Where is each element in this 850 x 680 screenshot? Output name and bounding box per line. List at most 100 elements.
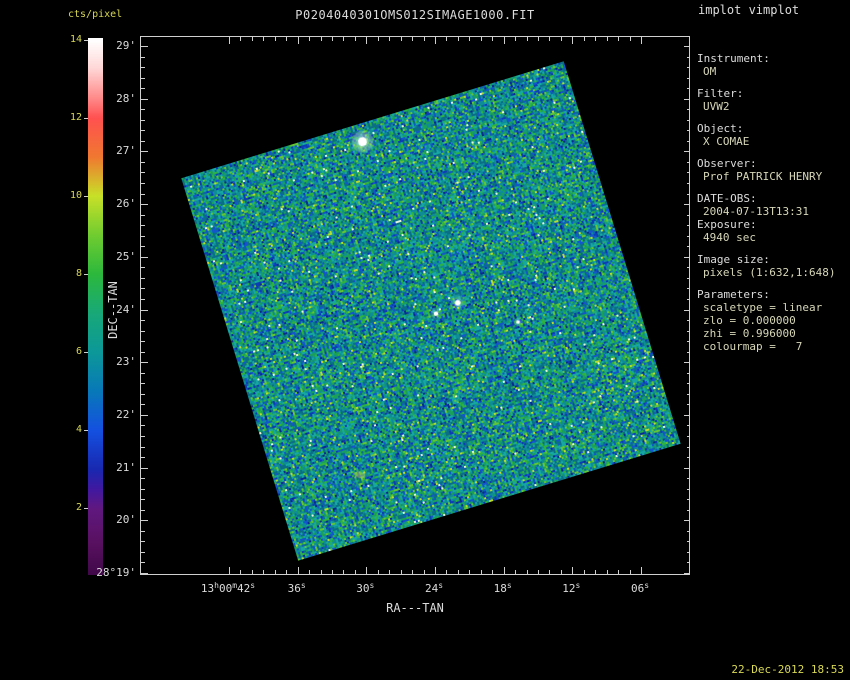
- info-field-label: Image size:: [697, 253, 770, 266]
- x-minor-tick: [412, 37, 414, 41]
- y-tick-mark: [141, 151, 148, 153]
- y-minor-tick: [141, 130, 145, 132]
- spacer: [697, 78, 849, 87]
- x-minor-tick: [332, 37, 333, 41]
- x-tick-mark: [572, 37, 574, 44]
- info-field-label: Object:: [697, 122, 744, 135]
- x-tick-label: 12s: [562, 581, 581, 595]
- y-tick-mark: [141, 362, 148, 364]
- y-minor-tick: [687, 277, 689, 279]
- y-tick-label: 21': [116, 460, 136, 474]
- y-minor-tick: [687, 267, 689, 269]
- y-minor-tick: [141, 562, 145, 564]
- y-minor-tick: [687, 288, 689, 290]
- y-minor-tick: [687, 351, 689, 353]
- parameters-heading: Parameters:: [697, 288, 770, 301]
- x-minor-tick: [469, 37, 471, 41]
- y-tick-mark: [684, 414, 689, 416]
- colorbar-tick-label: 4: [75, 424, 82, 435]
- y-tick-mark: [684, 151, 689, 153]
- y-minor-tick: [687, 499, 689, 501]
- x-minor-tick: [309, 570, 311, 574]
- y-minor-tick: [141, 277, 145, 279]
- info-field-label: Exposure:: [697, 218, 757, 231]
- x-minor-tick: [457, 37, 459, 41]
- y-minor-tick: [141, 77, 145, 79]
- plot-title: P0204040301OMS012SIMAGE1000.FIT: [295, 8, 535, 22]
- x-minor-tick: [343, 570, 345, 574]
- x-minor-tick: [595, 37, 597, 41]
- x-minor-tick: [309, 37, 311, 41]
- x-minor-tick: [423, 37, 425, 41]
- x-minor-tick: [263, 37, 265, 41]
- info-field-label: DATE-OBS:: [697, 192, 757, 205]
- y-minor-tick: [141, 425, 145, 427]
- y-tick-mark: [141, 414, 148, 416]
- spacer: [697, 279, 849, 288]
- y-tick-mark: [684, 362, 689, 364]
- y-tick-mark: [141, 46, 148, 47]
- x-minor-tick: [286, 37, 288, 41]
- x-minor-tick: [480, 570, 482, 574]
- y-minor-tick: [141, 435, 145, 437]
- spacer: [697, 183, 849, 192]
- x-minor-tick: [629, 37, 631, 41]
- colorbar-tick-mark: [84, 196, 88, 197]
- x-minor-tick: [538, 37, 539, 41]
- colorbar-tick-label: 2: [75, 502, 82, 513]
- y-minor-tick: [687, 56, 689, 58]
- x-tick-mark: [366, 37, 368, 44]
- x-tick-mark: [366, 567, 368, 574]
- x-minor-tick: [446, 570, 448, 574]
- x-minor-tick: [354, 37, 356, 41]
- sky-image[interactable]: [181, 61, 681, 561]
- x-minor-tick: [515, 570, 517, 574]
- x-minor-tick: [240, 570, 242, 574]
- y-minor-tick: [141, 109, 145, 111]
- y-tick-mark: [141, 467, 148, 469]
- y-tick-mark: [141, 520, 148, 522]
- colorbar-tick-mark: [84, 508, 88, 509]
- y-tick-mark: [141, 98, 148, 100]
- y-tick-mark: [684, 204, 689, 206]
- y-minor-tick: [141, 551, 145, 553]
- info-panel: Instrument: OM Filter: UVW2 Object: X COMAE Ob…: [697, 52, 849, 353]
- x-minor-tick: [240, 37, 242, 41]
- x-minor-tick: [606, 37, 608, 41]
- x-minor-tick: [583, 570, 585, 574]
- y-minor-tick: [687, 320, 689, 322]
- y-minor-tick: [687, 119, 689, 121]
- x-minor-tick: [469, 570, 471, 574]
- y-tick-mark: [141, 309, 148, 311]
- y-tick-mark: [684, 309, 689, 311]
- x-tick-label: 36s: [287, 581, 306, 595]
- y-minor-tick: [141, 183, 145, 185]
- y-minor-tick: [141, 330, 145, 332]
- x-tick-mark: [229, 567, 230, 574]
- colorbar-tick-mark: [84, 40, 88, 41]
- x-tick-mark: [435, 37, 436, 44]
- y-minor-tick: [141, 288, 145, 290]
- y-minor-tick: [141, 446, 145, 448]
- y-minor-tick: [141, 457, 145, 459]
- info-field-value: OM: [703, 65, 717, 78]
- y-minor-tick: [687, 478, 689, 480]
- x-tick-mark: [435, 567, 436, 574]
- x-tick-mark: [503, 567, 505, 574]
- x-tick-mark: [503, 37, 505, 44]
- x-minor-tick: [354, 570, 356, 574]
- y-tick-label: 24': [116, 302, 136, 316]
- x-minor-tick: [423, 570, 425, 574]
- x-minor-tick: [515, 37, 517, 41]
- y-minor-tick: [141, 172, 145, 174]
- y-minor-tick: [687, 235, 689, 237]
- info-field-label: Filter:: [697, 87, 744, 100]
- x-minor-tick: [286, 570, 288, 574]
- info-field-label: Instrument:: [697, 52, 770, 65]
- y-minor-tick: [141, 193, 145, 195]
- timestamp: 22-Dec-2012 18:53: [731, 663, 844, 676]
- info-field-value: X COMAE: [703, 135, 750, 148]
- x-minor-tick: [412, 570, 414, 574]
- x-minor-tick: [251, 570, 253, 574]
- y-minor-tick: [141, 119, 145, 121]
